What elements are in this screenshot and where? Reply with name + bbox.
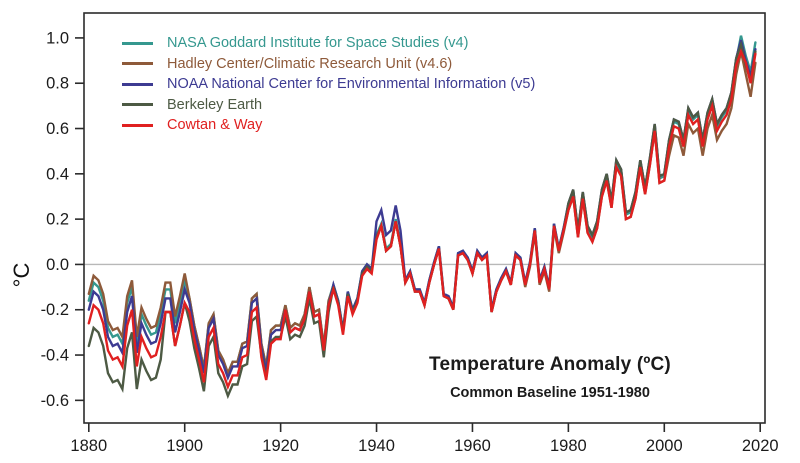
y-tick-label: 0.6	[46, 120, 69, 138]
legend-item-berkeley: Berkeley Earth	[122, 95, 535, 116]
annotation: Temperature Anomaly (ºC) Common Baseline…	[404, 354, 696, 401]
legend-label-noaa: NOAA National Center for Environmental I…	[167, 76, 536, 93]
legend-item-nasa: NASA Goddard Institute for Space Studies…	[122, 33, 535, 54]
legend-item-hadley: Hadley Center/Climatic Research Unit (v4…	[122, 54, 535, 75]
y-tick-label: 0.0	[46, 256, 69, 274]
x-tick-label: 1920	[262, 437, 299, 455]
x-tick-label: 1940	[358, 437, 395, 455]
x-tick-label: 1900	[166, 437, 203, 455]
legend-swatch-berkeley	[122, 103, 153, 107]
y-tick-label: -0.6	[41, 392, 69, 410]
legend-swatch-cowtan	[122, 123, 153, 127]
x-tick-label: 1960	[454, 437, 491, 455]
annotation-title: Temperature Anomaly (ºC)	[429, 354, 671, 375]
legend-label-cowtan: Cowtan & Way	[167, 117, 263, 134]
x-tick-label: 2020	[742, 437, 779, 455]
legend-swatch-hadley	[122, 62, 153, 66]
legend-label-nasa: NASA Goddard Institute for Space Studies…	[167, 35, 469, 52]
y-tick-label: -0.4	[41, 347, 69, 365]
series-line-cowtan	[87, 48, 757, 391]
y-tick-label: 0.8	[46, 75, 69, 93]
legend-swatch-noaa	[122, 82, 153, 86]
y-axis-label: °C	[9, 262, 34, 288]
y-tick-label: -0.2	[41, 301, 69, 319]
y-tick-label: 1.0	[46, 29, 69, 47]
annotation-subtitle: Common Baseline 1951-1980	[450, 385, 650, 401]
y-tick-label: 0.2	[46, 211, 69, 229]
plot-frame	[83, 12, 766, 424]
legend-item-cowtan: Cowtan & Way	[122, 115, 535, 136]
legend-label-hadley: Hadley Center/Climatic Research Unit (v4…	[167, 55, 453, 72]
legend-swatch-nasa	[122, 41, 153, 45]
x-tick-label: 2000	[646, 437, 683, 455]
legend-item-noaa: NOAA National Center for Environmental I…	[122, 74, 535, 95]
x-tick-label: 1880	[70, 437, 107, 455]
y-tick-label: 0.4	[46, 165, 69, 183]
legend: NASA Goddard Institute for Space Studies…	[122, 33, 535, 136]
x-tick-label: 1980	[550, 437, 587, 455]
legend-label-berkeley: Berkeley Earth	[167, 96, 263, 113]
